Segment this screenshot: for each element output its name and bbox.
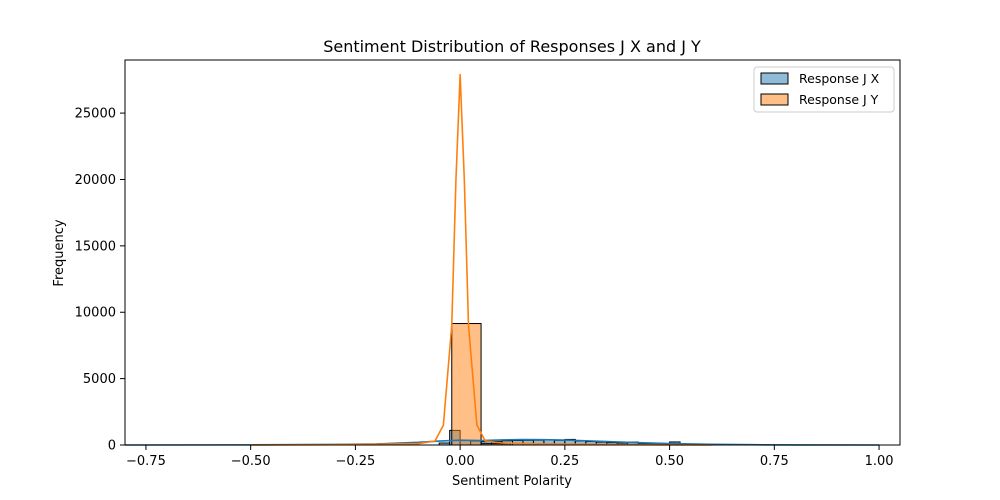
x-tick-label: 0.50 (655, 454, 684, 469)
x-axis-label: Sentiment Polarity (452, 474, 572, 489)
x-tick-label: 0.00 (446, 454, 475, 469)
y-axis-label: Frequency (52, 219, 67, 286)
y-tick-label: 20000 (75, 173, 116, 188)
legend: Response J X Response J Y (753, 66, 895, 113)
y-tick-label: 10000 (75, 306, 116, 321)
x-tick-label: −0.75 (126, 454, 166, 469)
legend-label-response-j-y: Response J Y (799, 92, 879, 107)
y-axis-ticks: 0 5000 10000 15000 20000 25000 (75, 107, 125, 454)
legend-swatch-response-j-y (760, 93, 789, 106)
legend-label-response-j-x: Response J X (799, 71, 880, 86)
y-tick-label: 15000 (75, 239, 116, 254)
x-tick-label: 0.25 (550, 454, 579, 469)
x-tick-label: −0.25 (335, 454, 375, 469)
x-tick-label: −0.50 (231, 454, 271, 469)
kde-lines (124, 73, 880, 446)
y-tick-label: 5000 (83, 372, 116, 387)
kde-line-response-j-y (250, 73, 712, 446)
y-tick-label: 25000 (75, 107, 116, 122)
plot-frame (124, 59, 901, 446)
bar-response-j-y-0 (451, 323, 482, 446)
x-tick-label: 0.75 (760, 454, 789, 469)
legend-swatch-response-j-x (760, 72, 789, 85)
chart-title: Sentiment Distribution of Responses J X … (323, 37, 701, 56)
x-tick-label: 1.00 (865, 454, 894, 469)
legend-box (753, 66, 895, 113)
series-response-j-y-bars (451, 323, 511, 446)
x-axis-ticks: −0.75 −0.50 −0.25 0.00 0.25 0.50 0.75 1.00 (126, 445, 894, 469)
y-tick-label: 0 (108, 439, 116, 454)
